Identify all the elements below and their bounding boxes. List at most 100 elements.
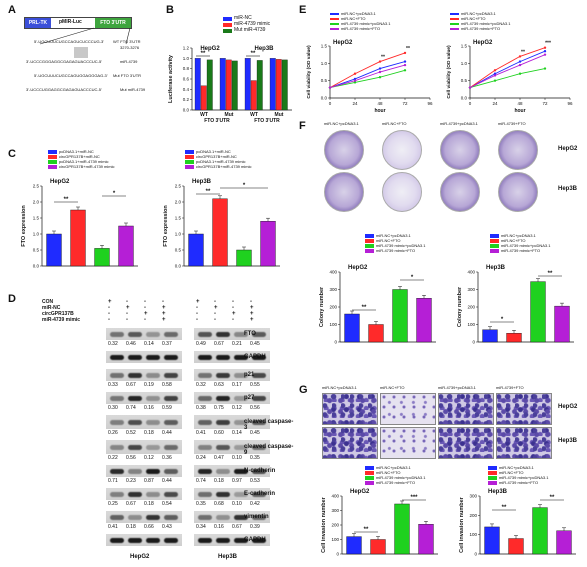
legend-swatch xyxy=(330,13,339,15)
legend-swatch xyxy=(450,28,459,30)
bar xyxy=(250,80,257,111)
chart-title: Hep3B xyxy=(488,489,508,495)
series-line xyxy=(329,52,406,88)
chart-title: Hep3B xyxy=(486,265,506,271)
data-point xyxy=(518,60,522,63)
bar xyxy=(532,507,548,555)
construct-connector-lines xyxy=(39,27,131,58)
condition-label: miR-NC xyxy=(42,305,61,311)
protein-band xyxy=(252,395,266,401)
chart-title: HepG2 xyxy=(473,40,493,46)
y-tick-label: 100 xyxy=(331,537,339,542)
seq-mir4739: 3'-UCCCGGGAGGCGAGAGUACCCUC-5' xyxy=(26,59,102,64)
x-tick-label: 48 xyxy=(377,101,383,106)
western-blot-strip xyxy=(106,488,182,500)
protein-band xyxy=(234,468,248,474)
significance-label: * xyxy=(113,191,116,197)
condition-sign: - xyxy=(108,317,110,323)
condition-sign: - xyxy=(144,305,146,311)
band-quant-value: 0.32 xyxy=(196,382,206,388)
protein-band xyxy=(164,491,178,497)
band-quant-value: 0.46 xyxy=(126,341,136,347)
band-quant-value: 0.74 xyxy=(126,405,136,411)
panel-c-legend-right: pcDNA3.1+miR-NC circGPR137B+miR-NC pcDNA… xyxy=(185,150,251,169)
protein-label: p27 xyxy=(244,395,255,401)
legend-label: miR-NC+FTO xyxy=(461,16,486,21)
condition-sign: + xyxy=(250,317,254,323)
cell-line-label: HepG2 xyxy=(130,554,150,560)
series-line xyxy=(469,50,546,88)
protein-band xyxy=(146,514,160,520)
protein-band xyxy=(252,468,266,474)
band-quant-value: 0.19 xyxy=(144,382,154,388)
protein-band xyxy=(110,444,124,450)
band-quant-value: 0.45 xyxy=(250,341,260,347)
x-group-label: FTO 3'UTR xyxy=(254,118,280,124)
invasion-image xyxy=(322,393,378,425)
series-line xyxy=(469,47,546,88)
protein-band xyxy=(164,372,178,378)
protein-band xyxy=(216,444,230,450)
western-blot-strip xyxy=(106,511,182,523)
colony-plate-image xyxy=(498,172,538,212)
y-axis-label: Cell viability (OD value) xyxy=(446,45,452,99)
data-point xyxy=(353,79,357,82)
protein-label: p21 xyxy=(244,372,255,378)
bar xyxy=(392,289,408,343)
bar xyxy=(370,539,386,555)
band-quant-value: 0.18 xyxy=(214,478,224,484)
band-quant-value: 0.16 xyxy=(214,524,224,530)
panel-c-legend-left: pcDNA3.1+miR-NC circGPR137B+miR-NC pcDNA… xyxy=(48,150,114,169)
colony-plate-image xyxy=(382,130,422,170)
legend-swatch xyxy=(490,234,499,238)
chart-title: HepG2 xyxy=(50,179,70,185)
protein-band xyxy=(234,537,248,543)
group-title: Hep3B xyxy=(254,46,274,52)
band-quant-value: 0.10 xyxy=(232,455,242,461)
band-quant-value: 0.12 xyxy=(144,455,154,461)
bar xyxy=(225,59,232,111)
protein-band xyxy=(198,468,212,474)
y-tick-label: 1.5 xyxy=(461,44,468,49)
x-tick-label: 48 xyxy=(517,101,523,106)
panel-e-legend-right: miR-NC+pcDNA3.1 miR-NC+FTO miR-4739 mimi… xyxy=(450,12,510,31)
x-tick-label: Mut xyxy=(275,112,284,118)
panel-e-legend-left: miR-NC+pcDNA3.1 miR-NC+FTO miR-4739 mimi… xyxy=(330,12,390,31)
panel-g-images: miR-NC+pcDNA3.1 miR-NC+FTO miR-4739+pcDNA3… xyxy=(318,386,586,462)
protein-band xyxy=(128,372,142,378)
invasion-column-label: miR-4739+pcDNA3.1 xyxy=(438,385,476,390)
legend-swatch xyxy=(488,471,497,475)
panel-letter-f: F xyxy=(299,120,306,132)
protein-band xyxy=(164,419,178,425)
condition-sign: - xyxy=(214,317,216,323)
condition-sign: - xyxy=(126,317,128,323)
colony-plate-image xyxy=(498,130,538,170)
protein-band xyxy=(198,395,212,401)
legend-label: miR-NC+FTO xyxy=(499,470,524,475)
protein-band xyxy=(146,419,160,425)
band-quant-value: 0.58 xyxy=(162,382,172,388)
data-point xyxy=(378,60,382,63)
y-tick-label: 1.0 xyxy=(321,61,328,66)
y-tick-label: 1.2 xyxy=(183,46,190,51)
x-tick-label: WT xyxy=(250,112,258,118)
y-tick-label: 0 xyxy=(474,552,477,557)
x-tick-label: 24 xyxy=(492,101,498,106)
y-axis-label: Colony number xyxy=(457,286,463,327)
condition-sign: - xyxy=(144,317,146,323)
legend-swatch xyxy=(48,155,57,159)
significance-label: ** xyxy=(550,495,555,501)
y-tick-label: 200 xyxy=(467,305,475,310)
x-tick-label: WT xyxy=(200,112,208,118)
bar xyxy=(188,233,204,267)
condition-label: circGPR137B xyxy=(42,311,74,317)
band-quant-value: 0.34 xyxy=(196,524,206,530)
binding-ticks xyxy=(74,47,88,58)
protein-band xyxy=(198,331,212,337)
data-point xyxy=(378,70,382,74)
protein-band xyxy=(216,354,230,360)
y-tick-label: 1.5 xyxy=(321,44,328,49)
data-point xyxy=(353,72,357,75)
panel-letter-d: D xyxy=(8,293,16,305)
protein-band xyxy=(128,354,142,360)
